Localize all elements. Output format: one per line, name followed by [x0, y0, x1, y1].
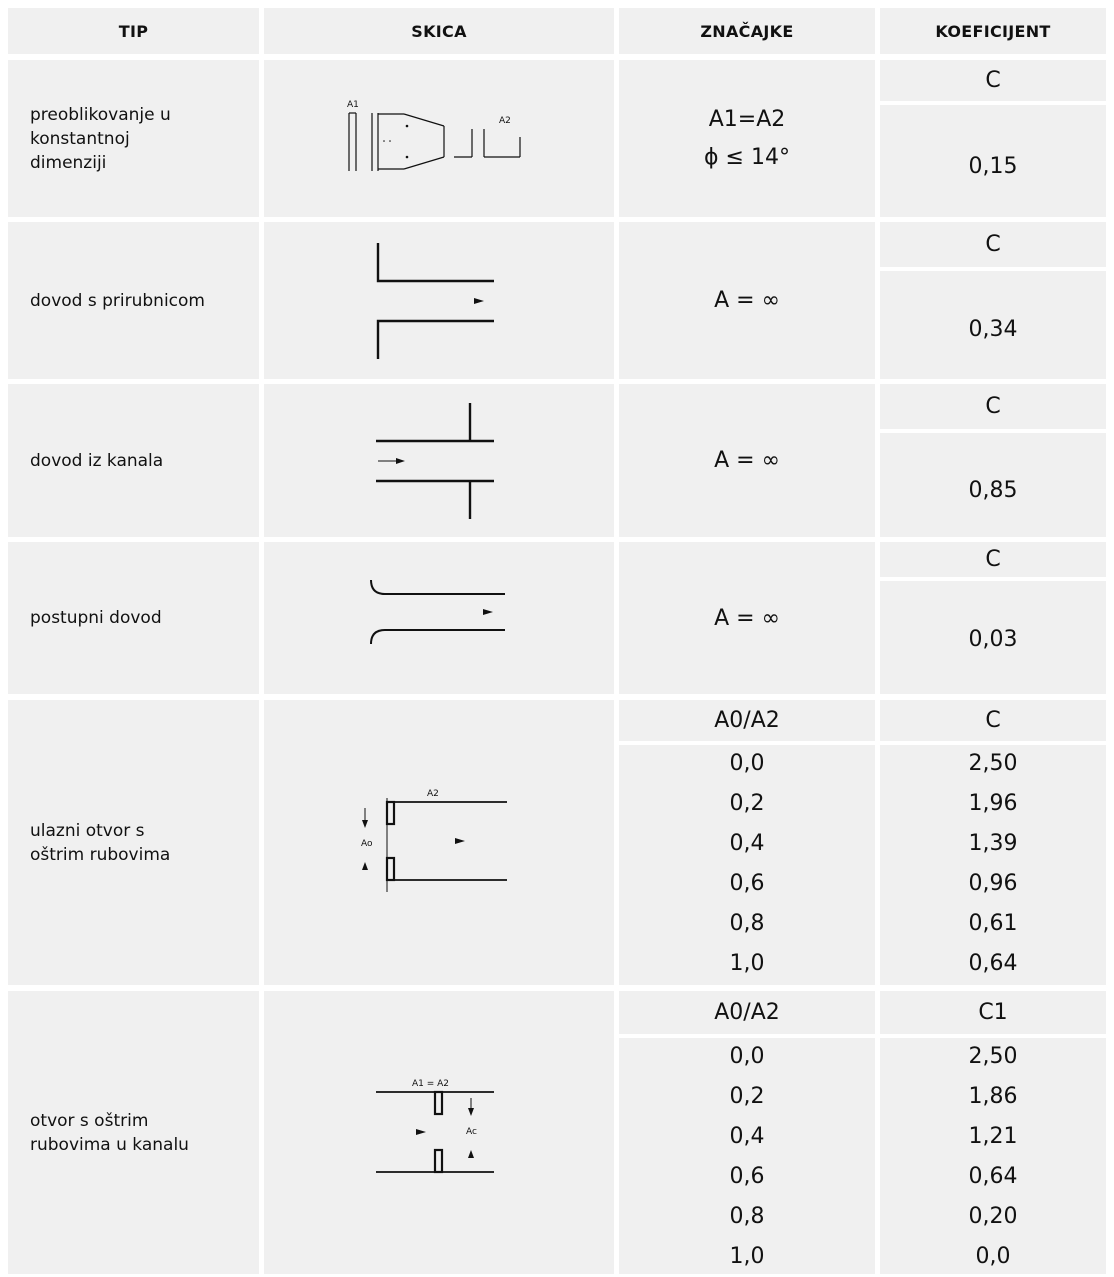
row-3-tip: dovod iz kanala	[8, 384, 259, 537]
row-6-coef-header: C1	[880, 991, 1106, 1034]
row-4-coef-value: 0,03	[880, 581, 1106, 694]
row-5-coef-values: 2,50 1,96 1,39 0,96 0,61 0,64	[880, 745, 1106, 985]
ratio-value: 0,6	[729, 871, 765, 896]
coef-value: 1,39	[968, 831, 1018, 856]
row-5-sketch: A2 Ao	[264, 700, 614, 985]
ratio-value: 0,2	[729, 791, 765, 816]
coef-value: 0,64	[968, 1163, 1018, 1189]
row-1-features: A1=A2 ϕ ≤ 14°	[619, 60, 875, 217]
coef-value: 0,61	[968, 911, 1018, 936]
header-tip: TIP	[8, 8, 259, 54]
ratio-value: 0,2	[729, 1083, 765, 1109]
row-2-sketch	[264, 222, 614, 379]
row-5-ratio-header: A0/A2	[619, 700, 875, 741]
sketch-label-a1-a2: A1 = A2	[412, 1079, 449, 1089]
ratio-value: 1,0	[729, 1243, 765, 1269]
coef-value: 1,21	[968, 1123, 1018, 1149]
ratio-value: 0,4	[729, 1123, 765, 1149]
coef-value: 2,50	[968, 1043, 1018, 1069]
row-5-tip: ulazni otvor s oštrim rubovima	[8, 700, 259, 985]
coef-value: 2,50	[968, 751, 1018, 776]
row-1-sketch: A1 A2	[264, 60, 614, 217]
ratio-value: 0,6	[729, 1163, 765, 1189]
duct-inlet-sketch-icon	[376, 402, 494, 519]
sharp-edged-inlet-sketch-icon: A2 Ao	[361, 789, 507, 892]
row-3-coef-value: 0,85	[880, 433, 1106, 537]
row-6-ratio-header: A0/A2	[619, 991, 875, 1034]
row-3-coef-label: C	[880, 384, 1106, 429]
reducer-sketch-icon: A1 A2	[347, 100, 521, 171]
row-2-coef-label: C	[880, 222, 1106, 267]
coef-value: 1,86	[968, 1083, 1018, 1109]
row-4-sketch	[264, 542, 614, 694]
sketch-label-ao: Ao	[361, 839, 373, 849]
row-1-coef-label: C	[880, 60, 1106, 101]
sketch-label-a2: A2	[427, 789, 439, 799]
row-2-tip: dovod s prirubnicom	[8, 222, 259, 379]
ratio-value: 0,4	[729, 831, 765, 856]
ratio-value: 0,0	[729, 1043, 765, 1069]
ratio-value: 1,0	[729, 951, 765, 976]
row-2-coef-value: 0,34	[880, 271, 1106, 379]
row-3-sketch	[264, 384, 614, 537]
sketch-label-a1: A1	[347, 100, 359, 110]
row-4-tip: postupni dovod	[8, 542, 259, 694]
row-6-sketch: A1 = A2 Ac	[264, 991, 614, 1274]
coef-value: 0,96	[968, 871, 1018, 896]
flanged-inlet-sketch-icon	[376, 242, 494, 359]
row-4-coef-label: C	[880, 542, 1106, 577]
row-6-tip: otvor s oštrim rubovima u kanalu	[8, 991, 259, 1274]
coef-value: 1,96	[968, 791, 1018, 816]
header-koeficijent: KOEFICIJENT	[880, 8, 1106, 54]
row-6-ratio-values: 0,0 0,2 0,4 0,6 0,8 1,0	[619, 1038, 875, 1274]
feature-area-equal: A1=A2	[708, 106, 786, 132]
header-znacajke: ZNAČAJKE	[619, 8, 875, 54]
row-4-feature: A = ∞	[619, 542, 875, 694]
bellmouth-inlet-sketch-icon	[370, 579, 505, 645]
coef-value: 0,64	[968, 951, 1018, 976]
sketch-label-a2: A2	[499, 116, 511, 126]
ratio-value: 0,0	[729, 751, 765, 776]
ratio-value: 0,8	[729, 1203, 765, 1229]
coef-value: 0,0	[975, 1243, 1011, 1269]
row-2-feature: A = ∞	[619, 222, 875, 379]
duct-orifice-sketch-icon: A1 = A2 Ac	[376, 1079, 494, 1173]
row-5-ratio-values: 0,0 0,2 0,4 0,6 0,8 1,0	[619, 745, 875, 985]
sketch-label-ac: Ac	[466, 1127, 477, 1137]
coef-value: 0,20	[968, 1203, 1018, 1229]
feature-angle: ϕ ≤ 14°	[704, 144, 790, 170]
row-6-coef-values: 2,50 1,86 1,21 0,64 0,20 0,0	[880, 1038, 1106, 1274]
ratio-value: 0,8	[729, 911, 765, 936]
header-skica: SKICA	[264, 8, 614, 54]
row-1-tip: preoblikovanje u konstantnoj dimenziji	[8, 60, 259, 217]
row-1-coef-value: 0,15	[880, 105, 1106, 217]
row-3-feature: A = ∞	[619, 384, 875, 537]
row-5-coef-header: C	[880, 700, 1106, 741]
